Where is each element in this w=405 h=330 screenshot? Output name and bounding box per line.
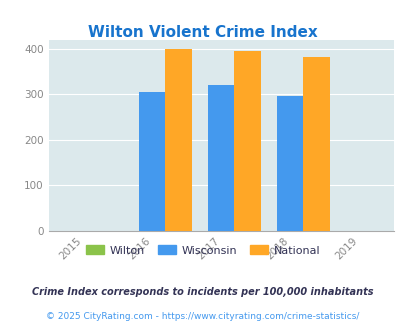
Bar xyxy=(208,85,234,231)
Bar xyxy=(139,91,165,231)
Text: © 2025 CityRating.com - https://www.cityrating.com/crime-statistics/: © 2025 CityRating.com - https://www.city… xyxy=(46,312,359,321)
Text: Crime Index corresponds to incidents per 100,000 inhabitants: Crime Index corresponds to incidents per… xyxy=(32,287,373,297)
Text: Wilton Violent Crime Index: Wilton Violent Crime Index xyxy=(88,25,317,40)
Bar xyxy=(234,51,260,231)
Bar xyxy=(165,49,191,231)
Bar xyxy=(303,57,329,231)
Legend: Wilton, Wisconsin, National: Wilton, Wisconsin, National xyxy=(81,241,324,260)
Bar xyxy=(277,96,303,231)
